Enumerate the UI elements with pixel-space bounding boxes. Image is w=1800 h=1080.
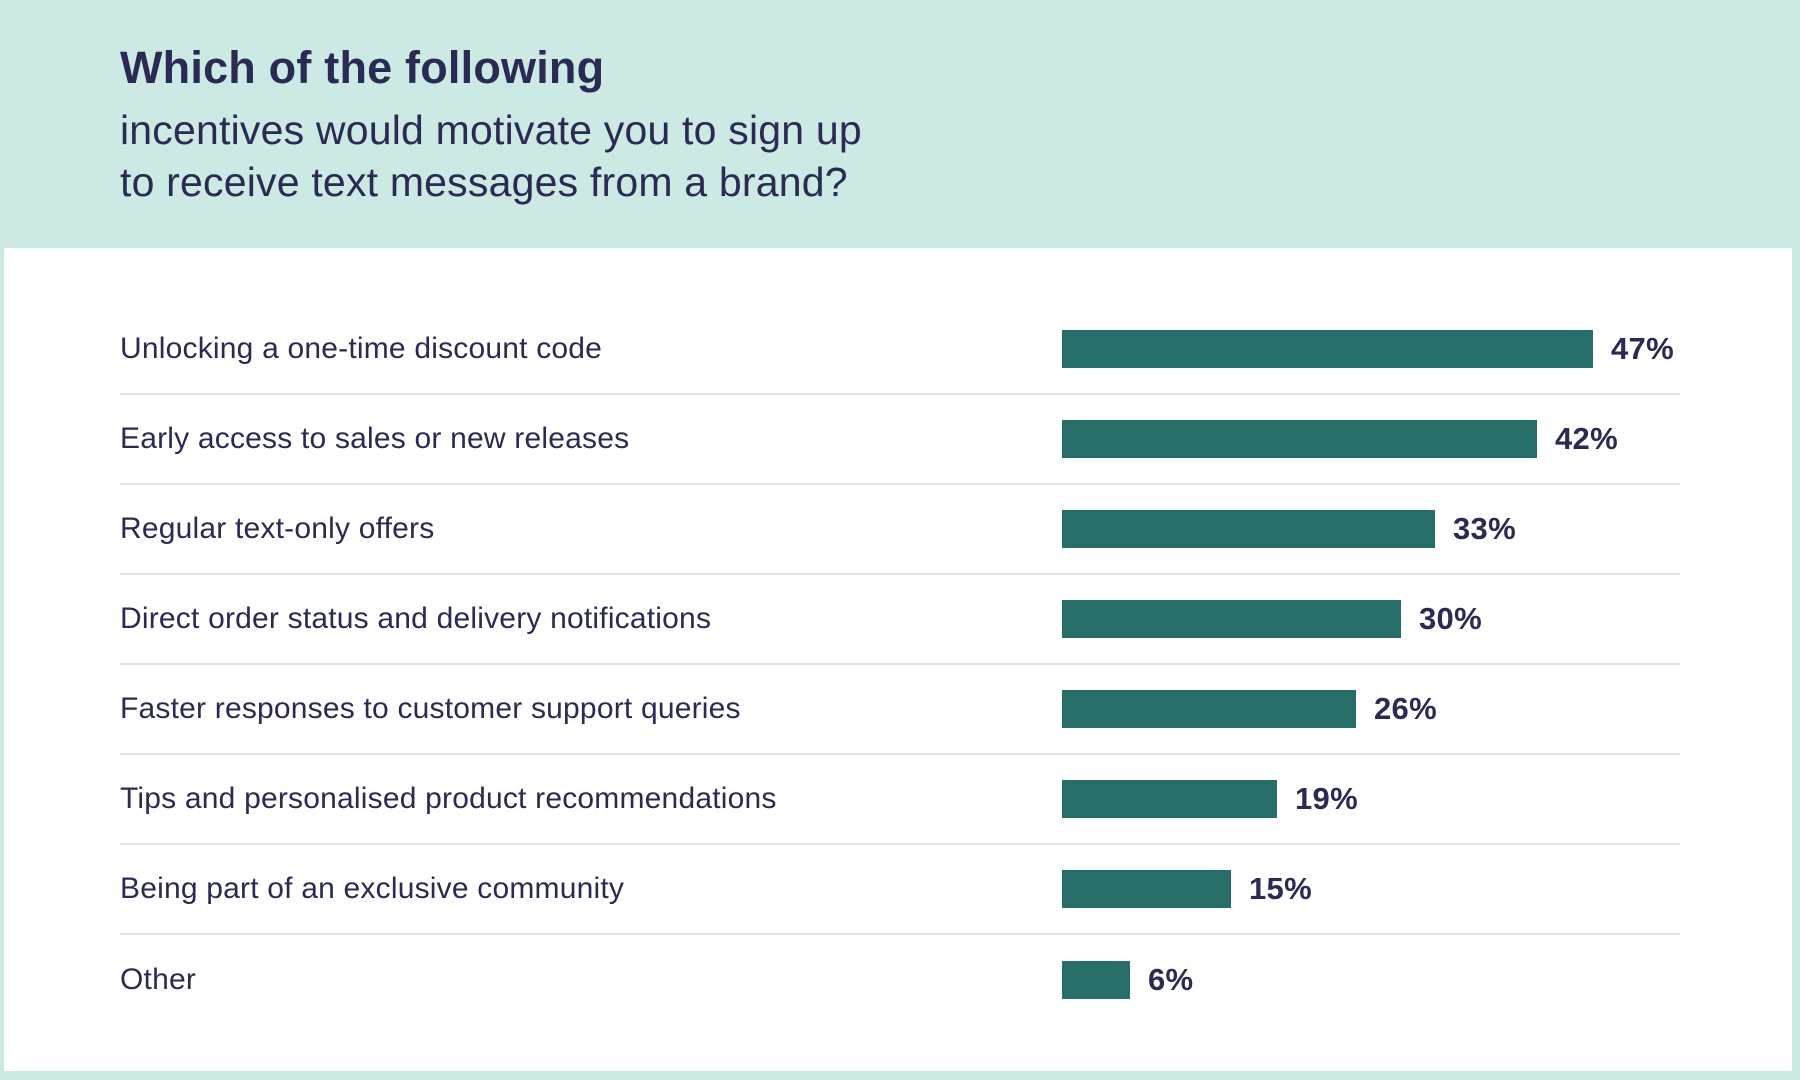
bar bbox=[1062, 600, 1401, 638]
chart-row: Regular text-only offers 33% bbox=[120, 485, 1680, 575]
bar-category-label: Being part of an exclusive community bbox=[120, 872, 625, 905]
bar-value-label: 26% bbox=[1374, 691, 1437, 726]
bar-category-label: Unlocking a one-time discount code bbox=[120, 332, 603, 365]
chart-row: Tips and personalised product recommenda… bbox=[120, 755, 1680, 845]
bar bbox=[1062, 690, 1356, 728]
chart-row: Faster responses to customer support que… bbox=[120, 665, 1680, 755]
bar-value-label: 19% bbox=[1295, 781, 1358, 816]
bar-chart: Unlocking a one-time discount code 47% E… bbox=[120, 305, 1680, 1025]
chart-panel: Unlocking a one-time discount code 47% E… bbox=[4, 248, 1792, 1071]
bar-category-label: Tips and personalised product recommenda… bbox=[120, 782, 777, 815]
bar-category-label: Regular text-only offers bbox=[120, 512, 435, 545]
bar-area: 33% bbox=[1062, 485, 1680, 573]
bar bbox=[1062, 510, 1435, 548]
bar bbox=[1062, 780, 1277, 818]
question-subtitle-line2: to receive text messages from a brand? bbox=[120, 159, 848, 205]
bar-value-label: 33% bbox=[1453, 511, 1516, 546]
bar-category-label: Direct order status and delivery notific… bbox=[120, 602, 712, 635]
bar-category-label: Faster responses to customer support que… bbox=[120, 692, 741, 725]
bar-category-label: Early access to sales or new releases bbox=[120, 422, 630, 455]
bar bbox=[1062, 961, 1130, 999]
chart-row: Early access to sales or new releases 42… bbox=[120, 395, 1680, 485]
chart-row: Other 6% bbox=[120, 935, 1680, 1025]
bar-area: 15% bbox=[1062, 845, 1680, 933]
bar-area: 42% bbox=[1062, 395, 1680, 483]
chart-row: Being part of an exclusive community 15% bbox=[120, 845, 1680, 935]
bar-value-label: 30% bbox=[1419, 601, 1482, 636]
bar-area: 47% bbox=[1062, 305, 1680, 393]
question-header: Which of the following incentives would … bbox=[0, 0, 1800, 248]
bar-value-label: 6% bbox=[1148, 962, 1194, 997]
bar-value-label: 47% bbox=[1611, 331, 1674, 366]
chart-row: Direct order status and delivery notific… bbox=[120, 575, 1680, 665]
bar-area: 26% bbox=[1062, 665, 1680, 753]
bar-area: 6% bbox=[1062, 935, 1680, 1025]
chart-row: Unlocking a one-time discount code 47% bbox=[120, 305, 1680, 395]
bar-value-label: 15% bbox=[1249, 871, 1312, 906]
bar-value-label: 42% bbox=[1555, 421, 1618, 456]
bar bbox=[1062, 420, 1537, 458]
bar bbox=[1062, 870, 1231, 908]
bar-area: 30% bbox=[1062, 575, 1680, 663]
bar-area: 19% bbox=[1062, 755, 1680, 843]
question-subtitle-line1: incentives would motivate you to sign up bbox=[120, 107, 862, 153]
bar bbox=[1062, 330, 1593, 368]
question-title: Which of the following bbox=[120, 42, 605, 93]
bar-category-label: Other bbox=[120, 963, 197, 996]
